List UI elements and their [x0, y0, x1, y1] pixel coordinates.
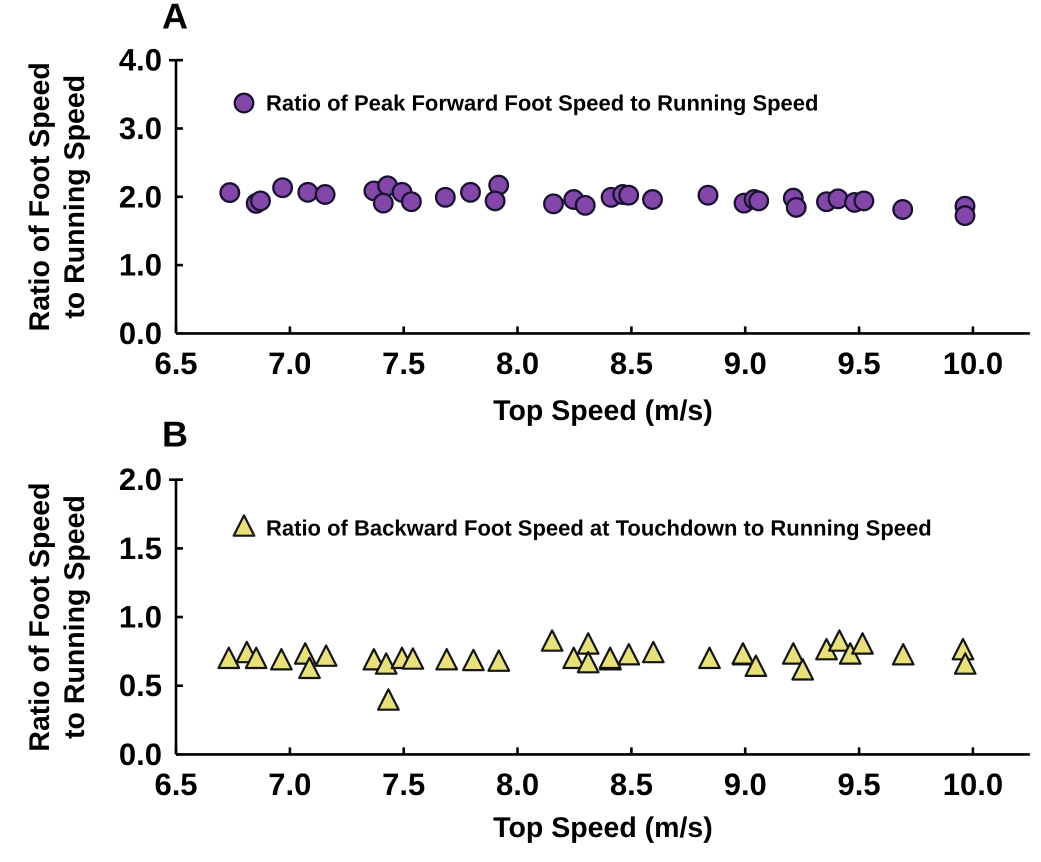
svg-text:Ratio of Foot Speed: Ratio of Foot Speed — [24, 62, 56, 331]
svg-text:6.5: 6.5 — [154, 767, 197, 802]
svg-text:7.0: 7.0 — [268, 346, 311, 381]
svg-text:0.5: 0.5 — [119, 668, 162, 703]
svg-text:1.0: 1.0 — [119, 600, 162, 635]
svg-text:Top Speed (m/s): Top Speed (m/s) — [493, 812, 713, 844]
svg-text:8.5: 8.5 — [610, 767, 653, 802]
svg-text:A: A — [162, 0, 188, 36]
svg-text:Ratio of Backward Foot Speed a: Ratio of Backward Foot Speed at Touchdow… — [266, 516, 932, 541]
svg-text:7.5: 7.5 — [382, 346, 425, 381]
svg-text:B: B — [162, 413, 188, 454]
svg-text:1.5: 1.5 — [119, 531, 162, 566]
svg-text:9.0: 9.0 — [724, 346, 767, 381]
svg-text:8.0: 8.0 — [496, 346, 539, 381]
svg-text:Top Speed (m/s): Top Speed (m/s) — [493, 395, 713, 427]
svg-text:10.0: 10.0 — [943, 767, 1003, 802]
svg-text:7.0: 7.0 — [268, 767, 311, 802]
svg-text:to Running Speed: to Running Speed — [59, 75, 91, 319]
svg-text:8.5: 8.5 — [610, 346, 653, 381]
svg-text:to Running Speed: to Running Speed — [59, 495, 91, 739]
svg-text:Ratio of Peak Forward Foot Spe: Ratio of Peak Forward Foot Speed to Runn… — [266, 91, 818, 116]
svg-text:2.0: 2.0 — [119, 462, 162, 497]
svg-text:1.0: 1.0 — [119, 248, 162, 283]
svg-text:Ratio of Foot Speed: Ratio of Foot Speed — [24, 482, 56, 751]
svg-text:8.0: 8.0 — [496, 767, 539, 802]
svg-text:9.5: 9.5 — [838, 346, 881, 381]
svg-text:2.0: 2.0 — [119, 179, 162, 214]
svg-text:9.0: 9.0 — [724, 767, 767, 802]
svg-text:10.0: 10.0 — [943, 346, 1003, 381]
svg-text:3.0: 3.0 — [119, 111, 162, 146]
svg-text:6.5: 6.5 — [154, 346, 197, 381]
svg-text:7.5: 7.5 — [382, 767, 425, 802]
svg-text:4.0: 4.0 — [119, 43, 162, 78]
svg-text:9.5: 9.5 — [838, 767, 881, 802]
